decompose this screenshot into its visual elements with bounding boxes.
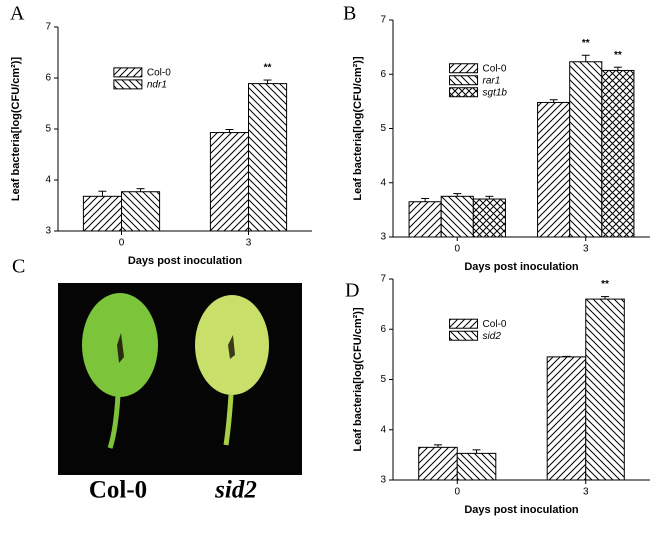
error-bar <box>549 99 558 103</box>
legend-swatch <box>449 63 479 74</box>
legend-label: Col-0 <box>147 68 171 79</box>
panel-label: C <box>12 256 25 278</box>
y-tick-label: 5 <box>380 374 386 385</box>
x-tick-label: 0 <box>454 244 460 255</box>
y-tick-label: 6 <box>380 324 386 335</box>
y-tick-label: 7 <box>380 274 386 285</box>
bar <box>585 298 625 481</box>
y-tick-label: 7 <box>380 15 386 26</box>
legend-label: sid2 <box>483 331 502 342</box>
y-axis-label: Leaf bacteria[log(CFU/cm²)] <box>10 57 22 202</box>
x-axis-label: Days post inoculation <box>464 261 579 273</box>
y-tick-label: 3 <box>380 232 386 243</box>
legend-label: sgt1b <box>483 87 508 98</box>
y-tick-label: 4 <box>380 424 386 435</box>
bar <box>209 132 249 232</box>
error-bar <box>136 188 145 192</box>
error-bar <box>421 197 430 202</box>
error-bar <box>98 190 107 197</box>
y-tick-label: 5 <box>380 123 386 134</box>
error-bar <box>581 54 590 62</box>
x-tick-label: 0 <box>454 487 460 498</box>
bar <box>408 201 442 238</box>
leaf-sid2 <box>195 295 269 446</box>
y-tick-label: 5 <box>45 124 51 135</box>
y-axis-label: Leaf bacteria[log(CFU/cm²)] <box>352 56 364 201</box>
leaf-col0 <box>82 293 158 449</box>
legend-swatch <box>449 318 479 329</box>
bar <box>569 61 603 238</box>
y-tick-label: 4 <box>45 175 51 186</box>
legend-swatch <box>449 75 479 86</box>
error-bar <box>613 66 622 71</box>
y-tick-label: 6 <box>380 69 386 80</box>
legend-swatch <box>113 67 143 78</box>
bar <box>82 195 122 232</box>
bar <box>472 198 506 238</box>
error-bar <box>453 193 462 197</box>
bar <box>440 195 474 238</box>
y-tick-label: 4 <box>380 177 386 188</box>
bar <box>121 191 161 232</box>
bar <box>601 69 635 238</box>
legend-label: Col-0 <box>483 319 507 330</box>
significance: ** <box>601 279 609 290</box>
x-tick-label: 3 <box>583 244 589 255</box>
error-bar <box>433 444 442 448</box>
bar <box>546 356 587 481</box>
legend-swatch <box>113 79 143 90</box>
legend-label: rar1 <box>483 75 501 86</box>
x-tick-label: 0 <box>119 238 125 249</box>
x-axis-label: Days post inoculation <box>128 255 243 267</box>
error-bar <box>263 79 272 84</box>
legend-label: Col-0 <box>483 63 507 74</box>
bar <box>456 452 497 481</box>
significance: ** <box>614 50 622 61</box>
significance: ** <box>582 38 590 49</box>
bar <box>537 101 571 238</box>
y-tick-label: 6 <box>45 73 51 84</box>
error-bar <box>485 195 494 200</box>
legend-label: ndr1 <box>147 80 167 91</box>
panel-label: D <box>345 280 359 302</box>
y-tick-label: 3 <box>45 226 51 237</box>
error-bar <box>601 296 610 300</box>
y-axis-label: Leaf bacteria[log(CFU/cm²)] <box>352 307 364 452</box>
significance: ** <box>264 63 272 74</box>
x-axis-label: Days post inoculation <box>464 504 579 516</box>
error-bar <box>472 449 481 454</box>
photo-caption: sid2 <box>214 477 257 504</box>
bar <box>418 446 458 481</box>
panel-label: A <box>10 3 25 25</box>
photo-caption: Col-0 <box>89 477 147 504</box>
error-bar <box>225 129 234 133</box>
panel-label: B <box>343 3 356 25</box>
y-tick-label: 3 <box>380 475 386 486</box>
legend-swatch <box>449 87 479 98</box>
x-tick-label: 3 <box>246 238 252 249</box>
bar <box>248 83 288 232</box>
y-tick-label: 7 <box>45 22 51 33</box>
x-tick-label: 3 <box>583 487 589 498</box>
error-bar <box>562 355 571 357</box>
legend-swatch <box>449 330 479 341</box>
